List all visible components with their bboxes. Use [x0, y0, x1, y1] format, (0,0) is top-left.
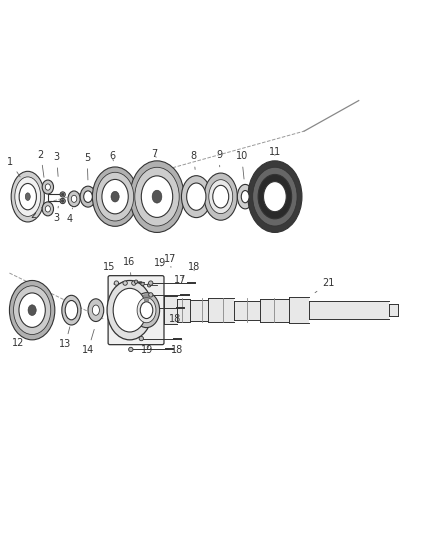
- Ellipse shape: [65, 301, 78, 320]
- Ellipse shape: [264, 182, 286, 212]
- FancyBboxPatch shape: [108, 276, 164, 345]
- Text: 21: 21: [315, 278, 334, 293]
- Text: 18: 18: [187, 262, 200, 272]
- Text: 15: 15: [103, 262, 115, 278]
- Text: 16: 16: [124, 257, 136, 275]
- Circle shape: [61, 200, 64, 203]
- Text: 13: 13: [59, 327, 71, 349]
- Circle shape: [134, 280, 138, 284]
- Ellipse shape: [209, 180, 233, 214]
- Ellipse shape: [140, 302, 153, 319]
- Circle shape: [132, 281, 136, 285]
- Ellipse shape: [141, 176, 173, 217]
- Ellipse shape: [113, 288, 146, 332]
- Ellipse shape: [45, 184, 50, 190]
- Text: 10: 10: [236, 151, 248, 179]
- Bar: [289, 297, 308, 323]
- Text: 19: 19: [141, 345, 153, 356]
- Text: 4: 4: [67, 208, 73, 224]
- Text: 17: 17: [174, 276, 187, 286]
- Text: 17: 17: [164, 254, 176, 268]
- Text: 18: 18: [171, 340, 184, 356]
- Circle shape: [129, 348, 133, 352]
- Circle shape: [60, 198, 65, 204]
- Ellipse shape: [19, 293, 45, 327]
- Circle shape: [60, 192, 65, 197]
- Ellipse shape: [71, 195, 77, 203]
- Ellipse shape: [19, 183, 36, 210]
- Ellipse shape: [25, 193, 30, 200]
- Bar: [177, 299, 190, 321]
- Ellipse shape: [15, 177, 41, 216]
- Ellipse shape: [68, 191, 80, 207]
- Ellipse shape: [96, 172, 134, 221]
- Bar: [208, 298, 234, 322]
- Text: 6: 6: [109, 151, 115, 161]
- Circle shape: [141, 282, 145, 286]
- Bar: [389, 304, 398, 316]
- Ellipse shape: [14, 286, 51, 335]
- Ellipse shape: [107, 280, 152, 340]
- Ellipse shape: [11, 171, 44, 222]
- Ellipse shape: [92, 167, 138, 227]
- Text: 9: 9: [216, 150, 222, 167]
- Ellipse shape: [187, 183, 206, 210]
- Text: 20: 20: [130, 306, 142, 316]
- Text: 11: 11: [269, 147, 281, 157]
- Circle shape: [148, 293, 153, 297]
- Circle shape: [114, 281, 119, 285]
- Ellipse shape: [241, 190, 249, 203]
- Ellipse shape: [84, 191, 92, 203]
- Text: 2: 2: [30, 206, 43, 220]
- Bar: [190, 300, 208, 321]
- Text: 18: 18: [169, 314, 181, 324]
- Ellipse shape: [237, 184, 253, 209]
- Ellipse shape: [111, 191, 119, 202]
- Ellipse shape: [45, 206, 50, 212]
- Text: 12: 12: [12, 332, 25, 348]
- Text: 3: 3: [53, 152, 60, 176]
- Ellipse shape: [102, 180, 128, 214]
- Ellipse shape: [204, 173, 237, 220]
- Text: 7: 7: [151, 149, 158, 159]
- Ellipse shape: [130, 161, 184, 232]
- Circle shape: [61, 193, 64, 196]
- Ellipse shape: [88, 299, 104, 321]
- Ellipse shape: [62, 295, 81, 325]
- Circle shape: [139, 336, 144, 341]
- Ellipse shape: [253, 167, 297, 226]
- Text: 2: 2: [38, 150, 44, 177]
- Ellipse shape: [137, 297, 156, 323]
- Ellipse shape: [42, 180, 53, 194]
- Bar: [234, 301, 261, 320]
- Ellipse shape: [134, 293, 159, 328]
- Ellipse shape: [213, 185, 229, 208]
- Text: 19: 19: [154, 258, 166, 268]
- Ellipse shape: [248, 161, 302, 232]
- Circle shape: [148, 281, 153, 285]
- Circle shape: [123, 281, 127, 285]
- Ellipse shape: [152, 190, 162, 203]
- Ellipse shape: [258, 174, 292, 219]
- Circle shape: [148, 306, 153, 310]
- Ellipse shape: [80, 186, 96, 207]
- Ellipse shape: [28, 305, 36, 316]
- Ellipse shape: [135, 167, 179, 226]
- Ellipse shape: [42, 202, 53, 216]
- Text: 8: 8: [191, 151, 197, 169]
- Bar: [164, 296, 177, 324]
- Ellipse shape: [92, 305, 99, 315]
- Circle shape: [148, 284, 151, 287]
- Text: 1: 1: [7, 157, 20, 177]
- Text: 14: 14: [82, 329, 94, 356]
- Text: 3: 3: [53, 206, 60, 223]
- Text: 5: 5: [84, 153, 90, 180]
- Ellipse shape: [181, 176, 211, 217]
- Bar: [308, 302, 389, 319]
- Bar: [261, 299, 289, 321]
- Ellipse shape: [10, 280, 55, 340]
